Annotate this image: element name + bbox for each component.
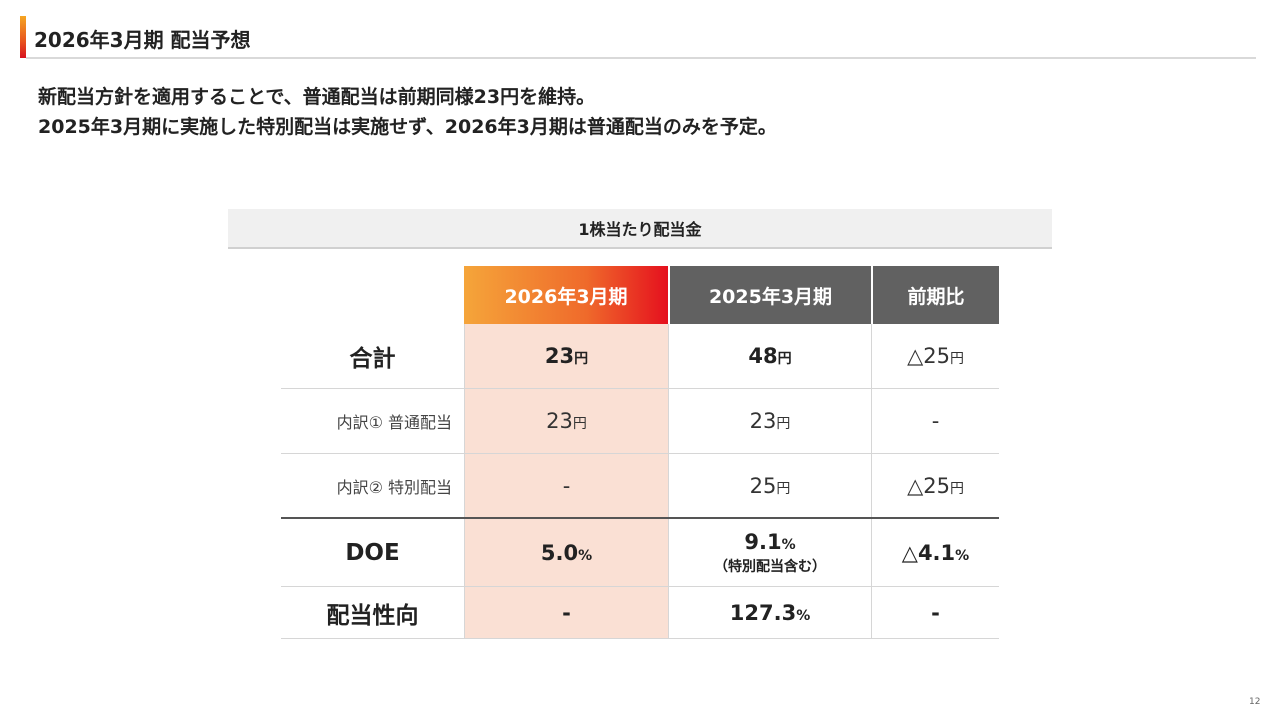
value-number: - [931, 600, 940, 625]
value-number: △25 [907, 344, 950, 368]
table-row-payout-ratio: 配当性向 - 127.3% - [281, 587, 999, 639]
value-cell: - [464, 587, 668, 638]
value-cell: 5.0% [464, 519, 668, 586]
header-blank-cell [281, 266, 464, 324]
row-label-regular-dividend: 内訳① 普通配当 [336, 413, 452, 432]
header-fy2025: 2025年3月期 [668, 266, 871, 324]
value-number: 23 [544, 344, 575, 368]
slide-title-bar: 2026年3月期 配当予想 [20, 16, 1256, 60]
value-number: 127.3 [729, 600, 797, 625]
header-yoy: 前期比 [871, 266, 999, 324]
value-unit: 円 [949, 480, 964, 497]
value-number: △4.1 [901, 540, 956, 565]
value-unit: 円 [574, 351, 589, 367]
value-unit: % [955, 547, 970, 564]
lead-line-1: 新配当方針を適用することで、普通配当は前期同様23円を維持。 [38, 86, 596, 108]
value-cell: 48円 [668, 324, 871, 388]
value-cell: - [871, 587, 999, 638]
value-unit: 円 [777, 351, 792, 367]
value-cell: △25円 [871, 324, 999, 388]
lead-line-2: 2025年3月期に実施した特別配当は実施せず、2026年3月期は普通配当のみを予… [38, 116, 777, 138]
value-cell: 9.1% （特別配当含む） [668, 519, 871, 586]
table-row-doe: DOE 5.0% 9.1% （特別配当含む） △4.1% [281, 519, 999, 587]
value-cell: 23円 [464, 324, 668, 388]
title-divider [26, 57, 1256, 59]
header-fy2026: 2026年3月期 [464, 266, 668, 324]
row-label-special-dividend: 内訳② 特別配当 [336, 477, 452, 497]
value-number: 23 [546, 409, 573, 433]
value-cell: 127.3% [668, 587, 871, 638]
value-cell: 25円 [668, 454, 871, 517]
value-number: - [562, 473, 571, 498]
value-cell: 23円 [464, 389, 668, 453]
table-row-special-dividend: 内訳② 特別配当 - 25円 △25円 [281, 454, 999, 519]
value-unit: 円 [776, 416, 791, 432]
value-number: 23 [749, 409, 777, 433]
value-number: 9.1 [744, 529, 782, 554]
value-cell: △25円 [871, 454, 999, 517]
value-number: 48 [748, 344, 778, 368]
value-unit: 円 [949, 351, 964, 367]
value-number: △25 [907, 473, 950, 498]
row-label-payout-ratio: 配当性向 [326, 602, 419, 629]
row-label-total: 合計 [349, 346, 396, 372]
value-cell: - [871, 389, 999, 453]
lead-text: 新配当方針を適用することで、普通配当は前期同様23円を維持。 2025年3月期に… [38, 82, 777, 142]
row-label-doe: DOE [345, 539, 400, 566]
table-caption: 1株当たり配当金 [228, 209, 1052, 249]
table-row-total: 合計 23円 48円 △25円 [281, 324, 999, 389]
value-unit: % [578, 547, 593, 564]
value-number: - [562, 600, 571, 625]
value-cell: - [464, 454, 668, 517]
value-unit: % [781, 536, 796, 553]
table-row-regular-dividend: 内訳① 普通配当 23円 23円 - [281, 389, 999, 454]
value-unit: 円 [776, 480, 791, 497]
value-number: 25 [749, 473, 777, 498]
table-header-row: 2026年3月期 2025年3月期 前期比 [281, 266, 999, 324]
page-number: 12 [1249, 697, 1261, 707]
value-number: 5.0 [540, 540, 579, 565]
value-note: （特別配当含む） [714, 558, 826, 575]
value-unit: % [796, 607, 811, 624]
title-accent-bar [20, 16, 26, 58]
value-cell: 23円 [668, 389, 871, 453]
value-cell: △4.1% [871, 519, 999, 586]
value-unit: 円 [572, 416, 587, 432]
slide-title: 2026年3月期 配当予想 [34, 28, 251, 52]
value-number: - [931, 409, 940, 433]
